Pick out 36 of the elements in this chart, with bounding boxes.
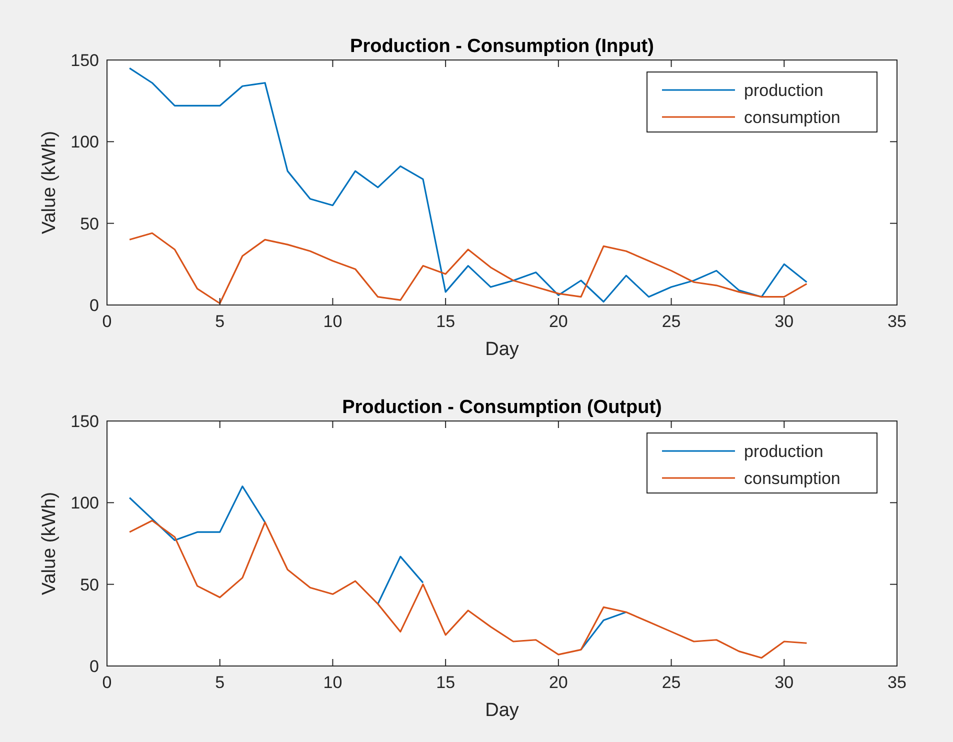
y-tick-label: 150 xyxy=(70,412,99,431)
y-tick-label: 50 xyxy=(80,214,99,234)
x-tick-label: 20 xyxy=(548,673,568,692)
legend-label: production xyxy=(744,81,824,100)
x-tick-label: 25 xyxy=(662,312,681,331)
x-tick-label: 0 xyxy=(102,673,112,692)
y-axis-title: Value (kWh) xyxy=(39,130,60,234)
line-series xyxy=(128,520,808,659)
x-tick-label: 35 xyxy=(888,673,906,692)
x-tick-label: 30 xyxy=(774,312,794,331)
x-tick-label: 15 xyxy=(436,673,456,692)
x-tick-label: 15 xyxy=(436,312,456,331)
y-tick-label: 100 xyxy=(70,132,99,152)
legend-label: consumption xyxy=(744,108,840,127)
y-tick-label: 0 xyxy=(90,296,99,315)
y-tick-label: 100 xyxy=(70,494,99,513)
chart-title: Production - Consumption (Input) xyxy=(350,36,654,57)
x-tick-label: 10 xyxy=(323,673,342,692)
x-tick-label: 10 xyxy=(323,312,342,331)
y-tick-label: 50 xyxy=(80,575,99,594)
x-tick-label: 20 xyxy=(548,312,568,331)
chart-title: Production - Consumption (Output) xyxy=(342,397,662,418)
y-tick-label: 0 xyxy=(90,657,99,676)
y-axis-title: Value (kWh) xyxy=(39,492,60,596)
x-tick-label: 0 xyxy=(102,312,112,331)
x-tick-label: 35 xyxy=(888,312,906,331)
legend-label: production xyxy=(744,442,824,461)
legend-label: consumption xyxy=(744,469,840,488)
y-tick-label: 150 xyxy=(70,51,99,70)
x-tick-label: 25 xyxy=(662,673,681,692)
x-axis-title: Day xyxy=(485,700,520,721)
line-series xyxy=(128,232,808,304)
x-tick-label: 30 xyxy=(774,673,794,692)
x-axis-title: Day xyxy=(485,339,520,360)
x-tick-label: 5 xyxy=(215,673,225,692)
x-tick-label: 5 xyxy=(215,312,225,331)
